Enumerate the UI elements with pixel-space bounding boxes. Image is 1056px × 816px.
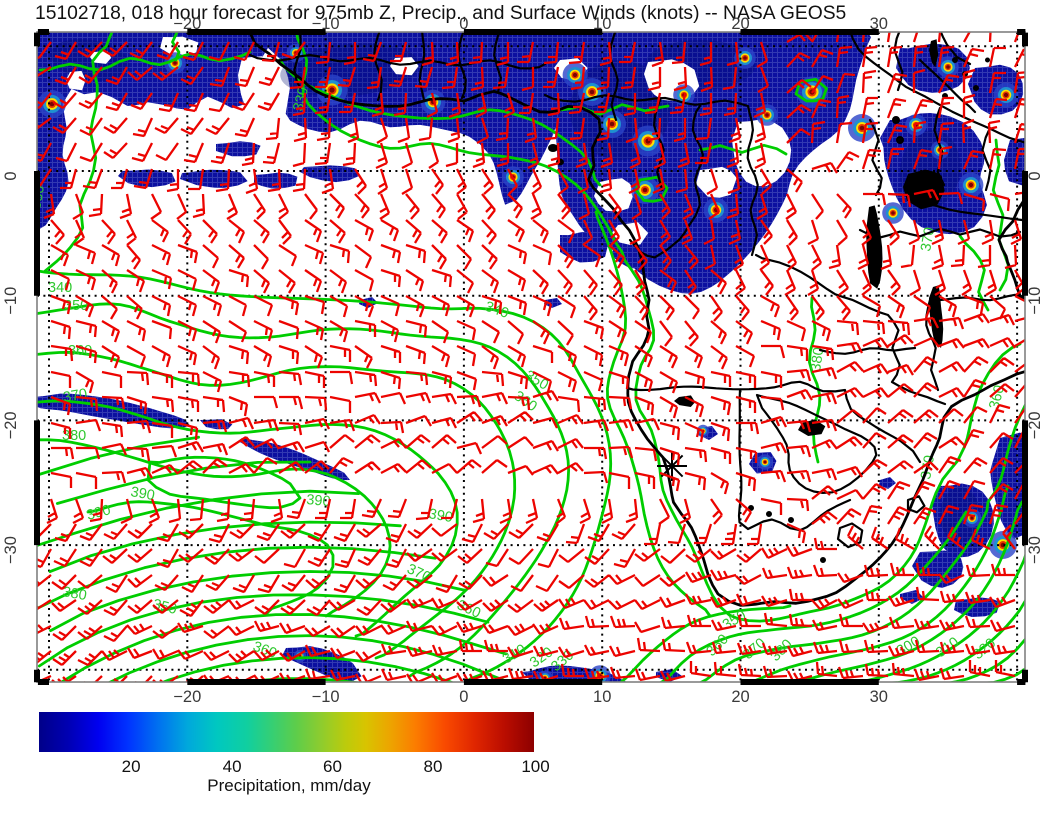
svg-text:390: 390 [129,484,156,504]
svg-text:80: 80 [424,757,443,776]
svg-text:Precipitation, mm/day: Precipitation, mm/day [207,776,371,795]
svg-text:−20: −20 [1026,411,1044,439]
svg-text:−20: −20 [2,411,20,439]
svg-text:15102718, 018 hour forecast fo: 15102718, 018 hour forecast for 975mb Z,… [35,3,846,24]
svg-text:10: 10 [593,15,611,33]
svg-text:−20: −20 [173,15,201,33]
svg-text:30: 30 [870,688,888,706]
svg-text:370: 370 [62,386,89,406]
svg-text:0: 0 [1026,171,1044,180]
svg-text:20: 20 [122,757,141,776]
svg-text:−10: −10 [312,15,340,33]
svg-text:0: 0 [2,171,20,180]
svg-text:60: 60 [323,757,342,776]
svg-text:330: 330 [28,184,48,211]
svg-text:−20: −20 [173,688,201,706]
svg-text:0: 0 [459,688,468,706]
svg-text:20: 20 [731,15,749,33]
svg-text:−30: −30 [1026,536,1044,564]
svg-text:370: 370 [918,226,938,253]
svg-text:0: 0 [459,15,468,33]
svg-text:100: 100 [521,757,549,776]
svg-text:390: 390 [427,506,454,526]
svg-text:−10: −10 [1026,287,1044,315]
svg-text:330: 330 [290,86,312,114]
svg-text:−10: −10 [312,688,340,706]
svg-text:380: 380 [62,428,86,444]
svg-text:30: 30 [870,15,888,33]
svg-text:−10: −10 [2,287,20,315]
svg-text:20: 20 [731,688,749,706]
svg-text:380: 380 [61,584,88,604]
svg-text:360: 360 [68,343,92,359]
svg-text:40: 40 [223,757,242,776]
svg-text:340: 340 [48,280,72,296]
svg-text:340: 340 [483,299,511,322]
svg-text:360: 360 [986,384,1008,412]
svg-text:−30: −30 [2,536,20,564]
svg-text:10: 10 [593,688,611,706]
svg-text:380: 380 [808,346,827,372]
svg-text:390: 390 [306,492,332,510]
